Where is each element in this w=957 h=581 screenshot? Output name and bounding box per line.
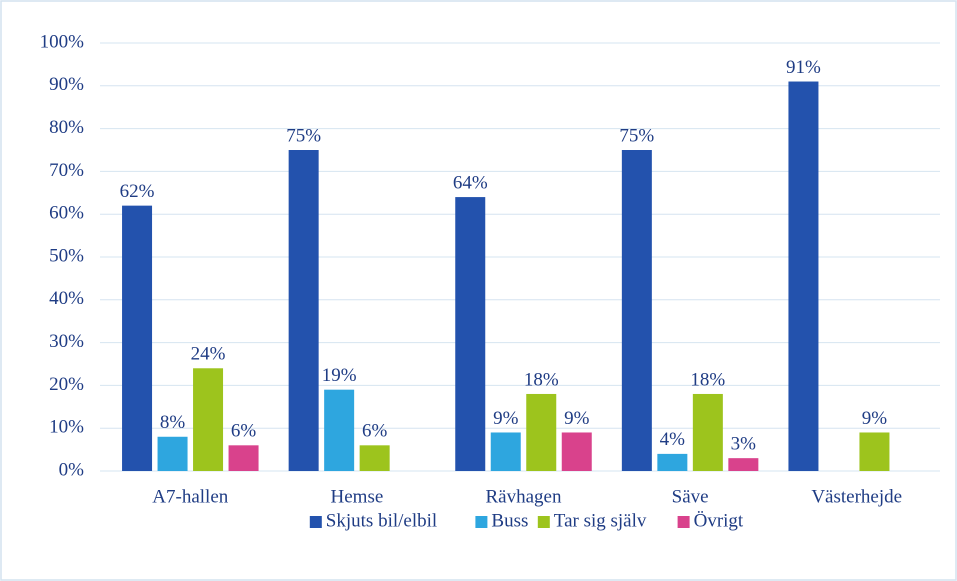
- data-label: 8%: [160, 412, 186, 433]
- bar: [561, 432, 592, 471]
- x-tick-label: A7-hallen: [152, 486, 228, 507]
- bar: [621, 150, 652, 471]
- y-tick-label: 60%: [49, 203, 84, 224]
- bar: [526, 393, 557, 471]
- y-tick-label: 80%: [49, 117, 84, 138]
- data-label: 18%: [524, 369, 559, 390]
- legend-label: Buss: [491, 510, 528, 531]
- bar: [288, 150, 319, 471]
- y-tick-label: 30%: [49, 331, 84, 352]
- y-tick-label: 40%: [49, 288, 84, 309]
- data-label: 91%: [786, 57, 821, 78]
- data-label: 9%: [862, 408, 888, 429]
- data-label: 3%: [731, 434, 757, 455]
- data-label: 18%: [690, 369, 725, 390]
- legend-label: Skjuts bil/elbil: [326, 510, 437, 531]
- bar: [859, 432, 890, 471]
- data-label: 64%: [453, 172, 488, 193]
- legend-swatch: [309, 516, 322, 528]
- x-tick-label: Västerhejde: [811, 486, 902, 507]
- x-tick-label: Hemse: [331, 486, 384, 507]
- bar: [359, 445, 390, 471]
- bar: [324, 389, 355, 471]
- legend-swatch: [537, 516, 550, 528]
- data-label: 6%: [231, 421, 257, 442]
- y-tick-label: 100%: [40, 31, 85, 52]
- bar: [657, 453, 688, 471]
- data-label: 6%: [362, 421, 388, 442]
- y-tick-label: 10%: [49, 417, 84, 438]
- bar: [692, 393, 723, 471]
- bar: [122, 205, 153, 471]
- y-tick-label: 0%: [59, 459, 85, 480]
- legend-swatch: [475, 516, 488, 528]
- data-label: 24%: [191, 344, 226, 365]
- data-label: 62%: [120, 181, 155, 202]
- y-tick-label: 50%: [49, 245, 84, 266]
- legend-label: Tar sig själv: [554, 510, 647, 531]
- x-tick-label: Säve: [672, 486, 709, 507]
- legend-swatch: [677, 516, 690, 528]
- bar: [728, 458, 759, 471]
- bar: [157, 436, 188, 471]
- data-label: 9%: [564, 408, 590, 429]
- bar: [193, 368, 224, 471]
- legend-label: Övrigt: [694, 510, 744, 531]
- data-label: 9%: [493, 408, 519, 429]
- data-label: 19%: [322, 365, 357, 386]
- bar: [490, 432, 521, 471]
- x-tick-label: Rävhagen: [486, 486, 562, 507]
- bar: [455, 197, 486, 471]
- y-tick-label: 90%: [49, 74, 84, 95]
- data-label: 4%: [660, 429, 686, 450]
- data-label: 75%: [286, 125, 321, 146]
- bar: [228, 445, 259, 471]
- bar: [788, 81, 819, 472]
- y-tick-label: 20%: [49, 374, 84, 395]
- y-tick-label: 70%: [49, 160, 84, 181]
- data-label: 75%: [619, 125, 654, 146]
